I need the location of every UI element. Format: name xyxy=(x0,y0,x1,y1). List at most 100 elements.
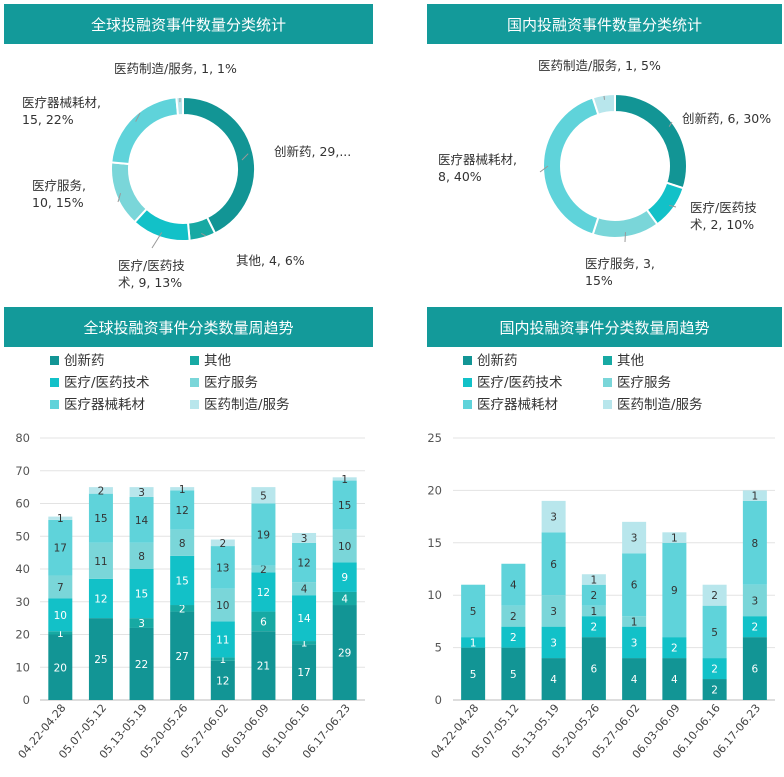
domestic_weekly-bar-2-4 xyxy=(541,532,566,596)
global_weekly-value-3-2: 15 xyxy=(176,575,189,587)
domestic_weekly-bar-5-5 xyxy=(662,532,687,543)
domestic_weekly-bar-2-3 xyxy=(541,595,566,627)
global_weekly-value-7-4: 15 xyxy=(338,500,351,512)
domestic_weekly-value-4-0: 4 xyxy=(631,674,638,686)
domestic_weekly-value-7-0: 6 xyxy=(752,664,759,676)
global_weekly-value-4-3: 10 xyxy=(216,600,229,612)
domestic_weekly-ytick-3: 15 xyxy=(427,536,442,550)
domestic-donut-header: 国内投融资事件数量分类统计 xyxy=(427,4,782,44)
global_weekly-bar-1-3 xyxy=(88,542,113,579)
domestic_weekly-value-4-5: 3 xyxy=(631,533,638,545)
global_weekly-value-5-1: 6 xyxy=(260,616,267,628)
domestic_weekly-value-4-4: 6 xyxy=(631,580,638,592)
domestic_weekly-value-3-5: 1 xyxy=(591,574,598,586)
global_weekly-value-3-0: 27 xyxy=(176,651,189,663)
global_weekly-bar-5-2 xyxy=(251,572,276,612)
global_weekly-bar-4-4 xyxy=(210,546,235,589)
domestic_donut-leader-1 xyxy=(669,204,677,208)
global_weekly-bar-0-0 xyxy=(48,634,73,700)
global_weekly-bar-3-4 xyxy=(170,490,195,530)
global_weekly-bar-6-1 xyxy=(292,641,317,645)
domestic_donut-slice-label-2-0: 医疗服务, 3, xyxy=(585,256,655,271)
domestic_weekly-ytick-4: 20 xyxy=(427,483,442,497)
domestic_weekly-value-5-5: 1 xyxy=(671,533,678,545)
domestic_weekly-bar-3-4 xyxy=(581,584,606,606)
domestic_weekly-value-4-2: 3 xyxy=(631,637,638,649)
global_weekly-bar-4-1 xyxy=(210,657,235,661)
domestic_donut-leader-4 xyxy=(603,95,606,100)
domestic_weekly-value-4-3: 1 xyxy=(631,616,638,628)
global_weekly-value-6-0: 17 xyxy=(297,667,310,679)
global_weekly-value-4-1: 1 xyxy=(219,654,226,666)
global_weekly-ytick-6: 60 xyxy=(15,497,30,511)
global_weekly-bar-2-2 xyxy=(129,569,154,619)
domestic_weekly-value-5-2: 2 xyxy=(671,643,678,655)
global_weekly-value-6-4: 12 xyxy=(297,557,310,569)
domestic_donut-slice-label-1-0: 医疗/医药技 xyxy=(690,200,757,215)
domestic_donut-slice-label-2-1: 15% xyxy=(585,273,613,288)
global_donut-slice-5 xyxy=(175,95,184,117)
global_donut-slice-label-4-1: 15, 22% xyxy=(22,112,74,127)
global_weekly-bar-5-4 xyxy=(251,503,276,566)
global_weekly-bar-2-4 xyxy=(129,496,154,543)
global_weekly-legend-swatch-2 xyxy=(50,378,59,387)
global_weekly-value-1-2: 12 xyxy=(94,593,107,605)
domestic_weekly-bar-7-5 xyxy=(742,490,767,501)
global_weekly-value-3-5: 1 xyxy=(179,484,186,496)
global_weekly-bar-5-5 xyxy=(251,487,276,504)
global_weekly-bar-4-3 xyxy=(210,588,235,622)
domestic_donut-slice-label-3-1: 8, 40% xyxy=(438,169,482,184)
domestic_weekly-bar-4-4 xyxy=(622,553,647,617)
global_weekly-value-2-2: 15 xyxy=(135,589,148,601)
global_weekly-value-7-1: 4 xyxy=(341,593,348,605)
global_weekly-bar-0-3 xyxy=(48,575,73,599)
domestic_weekly-legend-label-3: 医疗服务 xyxy=(617,375,671,391)
domestic_weekly-value-2-3: 3 xyxy=(550,606,557,618)
domestic_weekly-bar-7-0 xyxy=(742,637,767,700)
domestic_weekly-value-0-0: 5 xyxy=(470,669,477,681)
global_weekly-value-2-4: 14 xyxy=(135,515,149,527)
domestic_weekly-value-6-5: 2 xyxy=(711,590,718,602)
global_weekly-value-4-5: 2 xyxy=(219,538,226,550)
global_donut-slice-label-4-0: 医疗器械耗材, xyxy=(22,95,101,110)
domestic_weekly-bar-6-0 xyxy=(702,679,727,700)
domestic_weekly-bar-0-4 xyxy=(461,584,486,638)
global_weekly-bar-1-0 xyxy=(88,618,113,700)
domestic_weekly-value-2-2: 3 xyxy=(550,637,557,649)
domestic_weekly-legend-label-0: 创新药 xyxy=(477,353,518,369)
global_weekly-bar-1-4 xyxy=(88,493,113,543)
global_weekly-value-5-4: 19 xyxy=(257,530,270,542)
global_weekly-bar-4-2 xyxy=(210,621,235,658)
global_weekly-bar-0-2 xyxy=(48,598,73,632)
global_weekly-legend-label-2: 医疗/医药技术 xyxy=(64,375,150,391)
domestic_weekly-bar-0-0 xyxy=(461,647,486,700)
global_weekly-legend-swatch-4 xyxy=(50,400,59,409)
domestic_weekly-bar-1-4 xyxy=(501,563,526,606)
domestic_weekly-bar-1-3 xyxy=(501,605,526,627)
global_weekly-value-1-5: 2 xyxy=(98,485,105,497)
domestic_weekly-legend-swatch-1 xyxy=(603,356,612,365)
global_weekly-value-5-2: 12 xyxy=(257,587,270,599)
domestic_weekly-bar-2-0 xyxy=(541,658,566,700)
domestic_weekly-legend-label-5: 医药制造/服务 xyxy=(617,397,703,413)
global_weekly-ytick-1: 10 xyxy=(15,660,30,674)
global_weekly-value-0-5: 1 xyxy=(57,513,64,525)
domestic_weekly-legend-label-1: 其他 xyxy=(617,353,644,369)
global_weekly-value-5-0: 21 xyxy=(257,661,270,673)
domestic_weekly-bar-3-0 xyxy=(581,637,606,700)
global_weekly-value-0-0: 20 xyxy=(54,662,67,674)
global_weekly-value-0-4: 17 xyxy=(54,543,67,555)
global_weekly-value-3-1: 2 xyxy=(179,603,186,615)
global_weekly-legend-swatch-3 xyxy=(190,378,199,387)
global_weekly-value-6-1: 1 xyxy=(301,638,308,650)
global_donut-slice-label-2-1: 术, 9, 13% xyxy=(118,275,182,290)
domestic_donut-slice-label-1-1: 术, 2, 10% xyxy=(690,217,754,232)
domestic_weekly-value-1-2: 2 xyxy=(510,632,517,644)
global_weekly-bar-0-5 xyxy=(48,516,73,520)
domestic_weekly-value-7-5: 1 xyxy=(752,491,759,503)
global_weekly-bar-2-0 xyxy=(129,627,154,700)
global_weekly-bar-3-1 xyxy=(170,605,195,612)
domestic_weekly-value-2-0: 4 xyxy=(550,674,557,686)
domestic_weekly-value-0-2: 1 xyxy=(470,637,477,649)
